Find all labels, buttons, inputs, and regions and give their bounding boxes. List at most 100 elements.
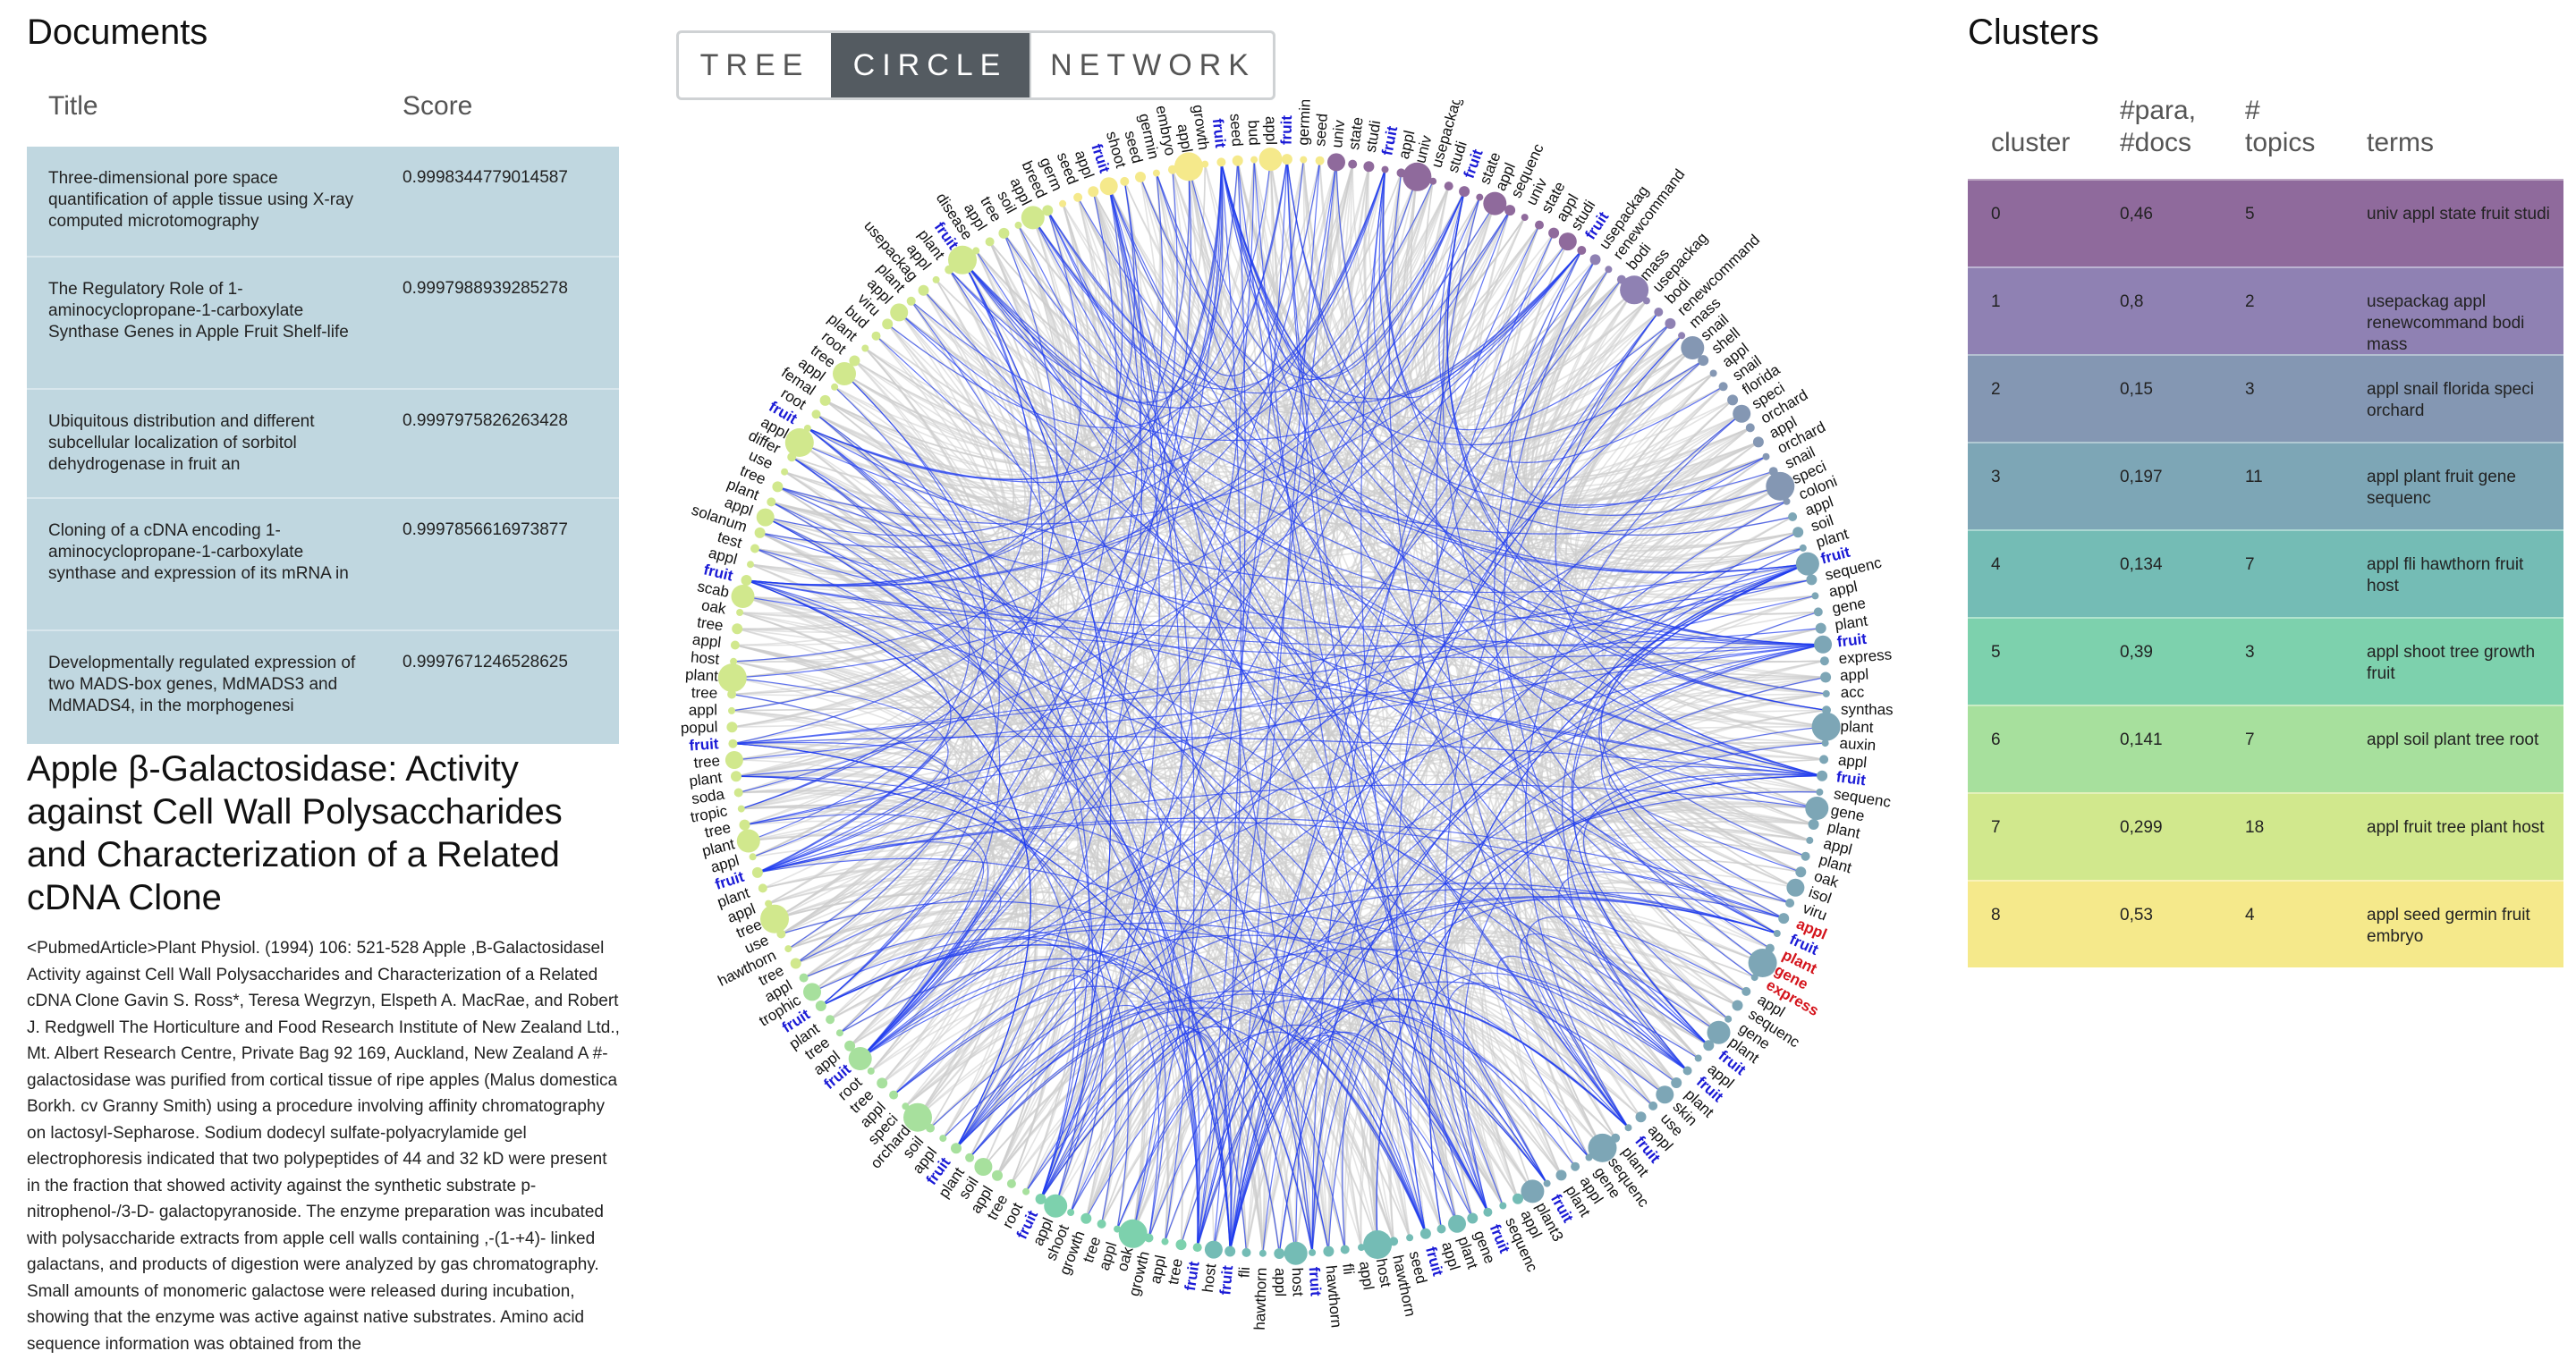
graph-nodes[interactable] [717, 148, 1841, 1265]
graph-node[interactable] [1548, 227, 1560, 239]
graph-node[interactable] [799, 973, 809, 983]
graph-node[interactable] [731, 585, 755, 608]
graph-node[interactable] [1281, 154, 1292, 165]
graph-node[interactable] [1483, 191, 1507, 215]
graph-node[interactable] [1605, 266, 1613, 274]
graph-node[interactable] [1762, 452, 1770, 460]
document-row[interactable]: Developmentally regulated expression of … [27, 631, 619, 744]
graph-node[interactable] [835, 1029, 843, 1037]
graph-node[interactable] [1822, 689, 1830, 697]
graph-node[interactable] [974, 1158, 993, 1176]
graph-node[interactable] [811, 410, 821, 419]
graph-node[interactable] [939, 1135, 947, 1143]
graph-term-label[interactable]: plant [685, 666, 719, 685]
graph-node[interactable] [1483, 1207, 1493, 1217]
graph-node[interactable] [1513, 1193, 1523, 1204]
graph-node[interactable] [736, 609, 744, 616]
graph-node[interactable] [1250, 156, 1258, 164]
graph-node[interactable] [1589, 254, 1601, 266]
graph-node[interactable] [932, 275, 940, 283]
graph-term-label[interactable]: acc [1841, 683, 1865, 701]
cluster-row[interactable]: 8 0,53 4 appl seed germin fruit embryo [1968, 880, 2563, 967]
graph-node[interactable] [1752, 436, 1764, 448]
column-header-cluster[interactable]: cluster [1991, 128, 2071, 157]
graph-node[interactable] [1444, 182, 1453, 191]
graph-node[interactable] [758, 883, 767, 893]
graph-node[interactable] [1792, 527, 1804, 538]
graph-node[interactable] [1504, 205, 1516, 216]
graph-term-label[interactable]: appl [1840, 665, 1869, 684]
graph-node[interactable] [849, 355, 860, 367]
graph-node[interactable] [1821, 739, 1829, 747]
graph-node[interactable] [848, 1047, 872, 1070]
graph-node[interactable] [1114, 1225, 1122, 1233]
graph-node[interactable] [1778, 913, 1790, 925]
graph-node[interactable] [784, 945, 792, 953]
graph-node[interactable] [1006, 1178, 1016, 1188]
graph-node[interactable] [1476, 193, 1484, 201]
graph-term-label[interactable]: germin [1294, 100, 1313, 146]
graph-node[interactable] [902, 1102, 910, 1110]
graph-node[interactable] [760, 904, 789, 933]
graph-node[interactable] [726, 722, 738, 733]
graph-node[interactable] [1363, 161, 1375, 173]
graph-node[interactable] [1067, 1209, 1075, 1216]
graph-node[interactable] [1682, 1066, 1692, 1076]
graph-node[interactable] [741, 575, 752, 586]
graph-node[interactable] [1323, 1246, 1335, 1257]
graph-term-label[interactable]: tree [693, 752, 721, 772]
graph-node[interactable] [948, 245, 977, 274]
graph-node[interactable] [1786, 878, 1805, 897]
column-header-title[interactable]: Title [48, 91, 98, 121]
graph-node[interactable] [1733, 404, 1751, 423]
graph-node[interactable] [871, 331, 881, 341]
graph-node[interactable] [903, 1102, 932, 1132]
document-row[interactable]: Ubiquitous distribution and different su… [27, 390, 619, 499]
graph-term-label[interactable]: fruit [1835, 768, 1868, 789]
graph-node[interactable] [1709, 369, 1717, 377]
graph-node[interactable] [724, 751, 743, 769]
graph-node[interactable] [1543, 1179, 1551, 1187]
graph-node[interactable] [1816, 788, 1824, 796]
graph-node[interactable] [1080, 1212, 1092, 1224]
graph-node[interactable] [1014, 221, 1022, 229]
graph-node[interactable] [1216, 157, 1226, 167]
graph-term-label[interactable]: hawthorn [1251, 1267, 1270, 1330]
graph-term-label[interactable]: appl [691, 631, 722, 651]
graph-node[interactable] [803, 983, 821, 1001]
cluster-row[interactable]: 2 0,15 3 appl snail florida speci orchard [1968, 354, 2563, 442]
graph-node[interactable] [1620, 275, 1649, 305]
graph-node[interactable] [1358, 1244, 1365, 1252]
cluster-row[interactable]: 4 0,134 7 appl fli hawthorn fruit host [1968, 529, 2563, 617]
graph-node[interactable] [1785, 899, 1795, 908]
graph-node[interactable] [1120, 176, 1130, 186]
graph-node[interactable] [781, 468, 789, 476]
graph-node[interactable] [754, 527, 766, 538]
graph-node[interactable] [751, 866, 763, 878]
graph-node[interactable] [1727, 394, 1739, 406]
graph-node[interactable] [1315, 156, 1325, 165]
graph-node[interactable] [833, 362, 856, 385]
document-row[interactable]: Three-dimensional pore space quantificat… [27, 147, 619, 258]
graph-node[interactable] [972, 247, 980, 255]
graph-node[interactable] [1402, 162, 1432, 191]
cluster-row[interactable]: 5 0,39 3 appl shoot tree growth fruit [1968, 617, 2563, 705]
graph-node[interactable] [1201, 160, 1209, 168]
graph-node[interactable] [1459, 186, 1470, 198]
graph-node[interactable] [882, 318, 894, 330]
graph-node[interactable] [1783, 497, 1791, 505]
graph-node[interactable] [772, 481, 784, 493]
graph-node[interactable] [733, 788, 743, 798]
graph-node[interactable] [1258, 1249, 1267, 1257]
graph-node[interactable] [1813, 607, 1823, 617]
graph-node[interactable] [1436, 1224, 1446, 1234]
graph-node[interactable] [1135, 172, 1146, 182]
graph-node[interactable] [1819, 656, 1829, 666]
graph-node[interactable] [998, 227, 1010, 239]
graph-term-label[interactable]: host [1289, 1267, 1307, 1296]
graph-node[interactable] [1707, 1020, 1731, 1044]
graph-node[interactable] [1044, 1194, 1068, 1218]
graph-node[interactable] [1750, 974, 1758, 982]
graph-node[interactable] [1678, 332, 1686, 340]
graph-term-label[interactable]: popul [681, 718, 718, 737]
